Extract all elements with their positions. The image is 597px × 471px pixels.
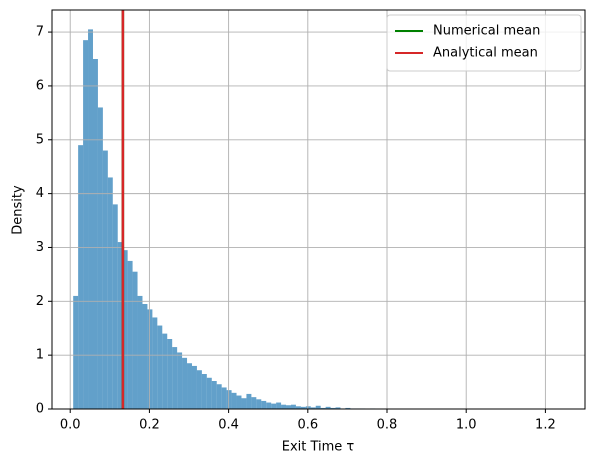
bar xyxy=(73,296,78,409)
x-tick-label: 0.8 xyxy=(377,418,398,433)
bar xyxy=(167,339,172,409)
bar xyxy=(172,347,177,409)
bar xyxy=(212,381,217,409)
bar xyxy=(113,204,118,409)
bar xyxy=(83,40,88,409)
bar xyxy=(232,393,237,409)
bar xyxy=(78,145,83,409)
bar xyxy=(152,317,157,409)
bar xyxy=(281,405,286,409)
bar xyxy=(147,309,152,409)
bar xyxy=(93,59,98,409)
y-tick-label: 1 xyxy=(36,348,44,363)
x-tick-label: 1.0 xyxy=(456,418,477,433)
bar xyxy=(276,403,281,409)
bar xyxy=(192,366,197,409)
bar xyxy=(103,151,108,409)
bar xyxy=(108,177,113,409)
bar xyxy=(177,352,182,409)
y-tick-label: 7 xyxy=(36,25,44,40)
bar xyxy=(162,334,167,409)
x-tick-label: 0.0 xyxy=(60,418,81,433)
x-axis-label: Exit Time τ xyxy=(282,440,355,455)
bar xyxy=(157,326,162,409)
bar xyxy=(241,398,246,409)
bar xyxy=(182,358,187,409)
bar xyxy=(237,396,242,409)
bar xyxy=(98,107,103,409)
bar xyxy=(246,394,251,409)
bar xyxy=(271,404,276,409)
bar xyxy=(138,296,143,409)
bar xyxy=(197,370,202,409)
y-tick-label: 4 xyxy=(36,186,44,201)
bar xyxy=(222,387,227,409)
bar xyxy=(217,384,222,409)
x-tick-label: 1.2 xyxy=(535,418,556,433)
y-tick-label: 0 xyxy=(36,402,44,417)
bar xyxy=(256,399,261,409)
bar xyxy=(291,405,296,409)
legend-label: Analytical mean xyxy=(433,46,538,61)
bar xyxy=(227,390,232,409)
bar xyxy=(251,397,256,409)
bar xyxy=(133,272,138,409)
legend-label: Numerical mean xyxy=(433,24,540,39)
y-tick-label: 2 xyxy=(36,294,44,309)
x-tick-label: 0.4 xyxy=(218,418,239,433)
bar xyxy=(142,304,147,409)
x-tick-label: 0.2 xyxy=(139,418,160,433)
bar xyxy=(286,405,291,409)
y-tick-label: 6 xyxy=(36,78,44,93)
bar xyxy=(202,374,207,409)
y-axis-label: Density xyxy=(11,185,26,235)
bar xyxy=(128,261,133,409)
y-tick-label: 3 xyxy=(36,240,44,255)
bar xyxy=(266,403,271,409)
bar xyxy=(207,378,212,409)
y-tick-label: 5 xyxy=(36,132,44,147)
bar xyxy=(261,401,266,409)
x-tick-label: 0.6 xyxy=(297,418,318,433)
bar xyxy=(187,363,192,409)
